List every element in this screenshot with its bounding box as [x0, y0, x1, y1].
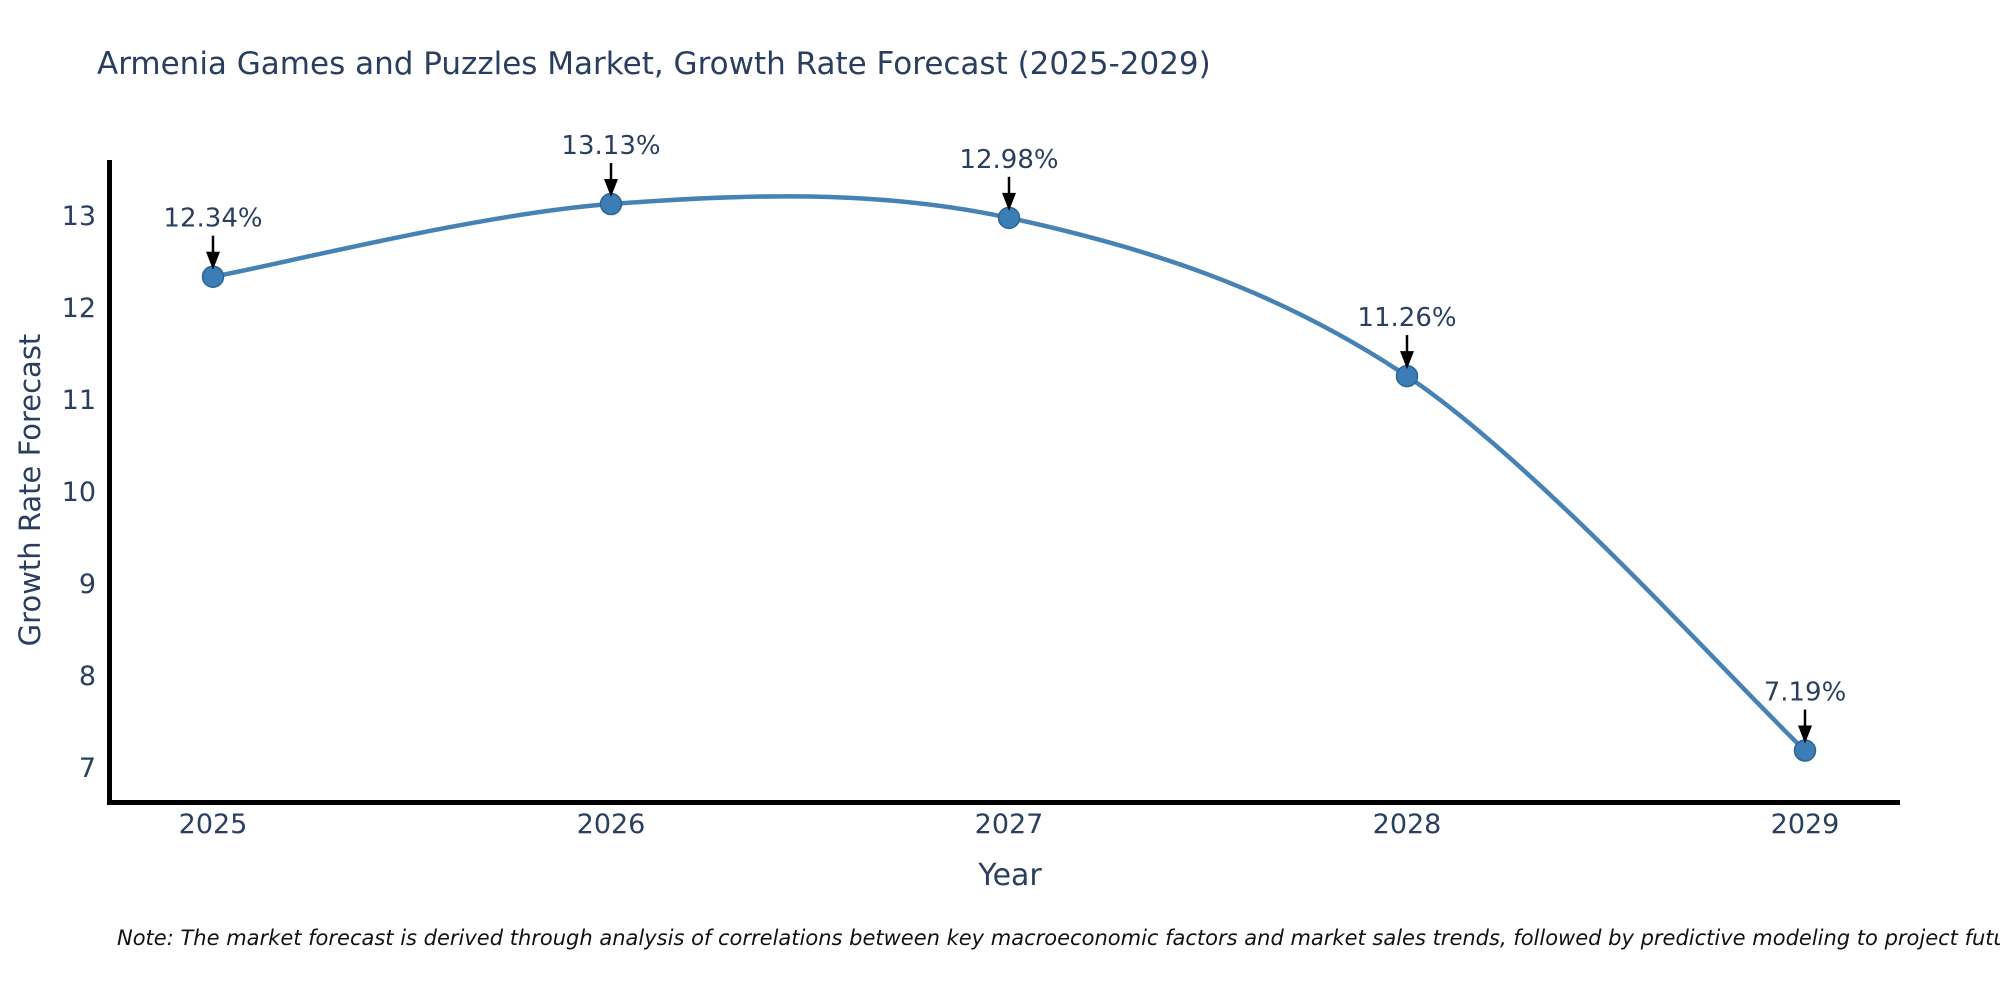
y-tick-label: 7 [79, 753, 96, 784]
data-point-label: 12.34% [163, 204, 262, 234]
data-point-label: 13.13% [561, 131, 660, 161]
annotation-arrow-head [1798, 725, 1812, 744]
x-axis-spine [107, 800, 1900, 805]
annotation-arrow-head [1002, 192, 1016, 211]
annotation-arrow-head [1400, 351, 1414, 370]
x-tick-label: 2026 [577, 809, 646, 840]
y-axis-title: Growth Rate Forecast [13, 333, 47, 647]
y-tick-label: 11 [62, 385, 96, 416]
y-tick-label: 12 [62, 293, 96, 324]
x-tick-label: 2025 [179, 809, 248, 840]
y-tick-label: 10 [62, 477, 96, 508]
forecast-line [210, 194, 1808, 753]
y-tick-label: 8 [79, 661, 96, 692]
y-tick-label: 9 [79, 569, 96, 600]
annotation-arrow-head [604, 179, 618, 198]
annotation-arrow-head [206, 251, 220, 270]
data-point-label: 11.26% [1357, 303, 1456, 333]
x-tick-label: 2027 [975, 809, 1044, 840]
x-axis-title: Year [978, 858, 1042, 893]
footnote: Note: The market forecast is derived thr… [117, 926, 2000, 950]
y-tick-label: 13 [62, 201, 96, 232]
x-tick-label: 2028 [1373, 809, 1442, 840]
data-point-label: 12.98% [959, 145, 1058, 175]
y-axis-spine [107, 160, 112, 805]
data-point-label: 7.19% [1764, 678, 1847, 708]
x-tick-label: 2029 [1771, 809, 1840, 840]
chart-title: Armenia Games and Puzzles Market, Growth… [97, 46, 1211, 82]
